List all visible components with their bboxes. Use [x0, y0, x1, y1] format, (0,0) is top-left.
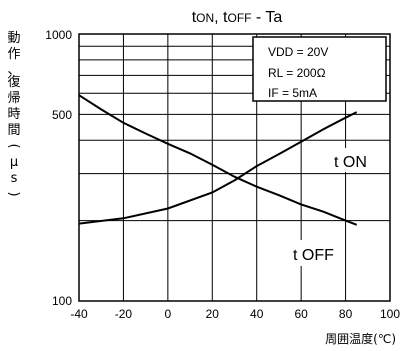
- condition-vdd: VDD = 20V: [268, 45, 328, 59]
- x-tick-label: 40: [250, 307, 264, 321]
- y-axis-label-char: 復: [7, 74, 20, 90]
- x-tick-label: 100: [380, 307, 400, 321]
- condition-if: IF = 5mA: [268, 86, 317, 100]
- x-tick-label: 20: [206, 307, 220, 321]
- y-axis-label-char: μ: [10, 155, 18, 170]
- y-axis-label-char: 時: [7, 107, 20, 122]
- y-axis-label-char: 間: [7, 123, 20, 138]
- y-axis-label-char: s: [11, 171, 18, 186]
- series-label-toff: t OFF: [293, 247, 334, 264]
- chart-title: tON, tOFF - Ta: [192, 9, 283, 26]
- conditions-box: VDD = 20V RL = 200Ω IF = 5mA: [252, 36, 387, 102]
- y-tick-label: 1000: [45, 28, 72, 42]
- x-tick-label: -40: [70, 307, 88, 321]
- plot-frame: [78, 33, 391, 302]
- condition-rl: RL = 200Ω: [268, 66, 326, 80]
- y-axis-label-char: 作: [7, 47, 20, 62]
- x-axis-label: 周囲温度(℃): [325, 331, 396, 346]
- x-tick-label: 0: [165, 307, 172, 321]
- series-line-ton: [78, 111, 358, 225]
- y-axis-label-char: 動: [7, 31, 20, 46]
- y-axis-label-char: ): [6, 191, 21, 196]
- x-tick-label: 60: [294, 307, 308, 321]
- x-tick-labels: -40 -20 0 20 40 60 80 100: [70, 307, 400, 321]
- series-label-ton: t ON: [334, 154, 367, 171]
- y-tick-label: 100: [52, 294, 72, 308]
- y-axis-label-char: 、: [7, 63, 20, 78]
- y-axis-label-char: 帰: [7, 90, 20, 106]
- series-line-toff: [78, 94, 358, 226]
- y-axis-label-char: (: [6, 143, 21, 148]
- x-tick-label: 80: [339, 307, 353, 321]
- x-tick-label: -20: [115, 307, 133, 321]
- y-tick-label: 500: [52, 108, 72, 122]
